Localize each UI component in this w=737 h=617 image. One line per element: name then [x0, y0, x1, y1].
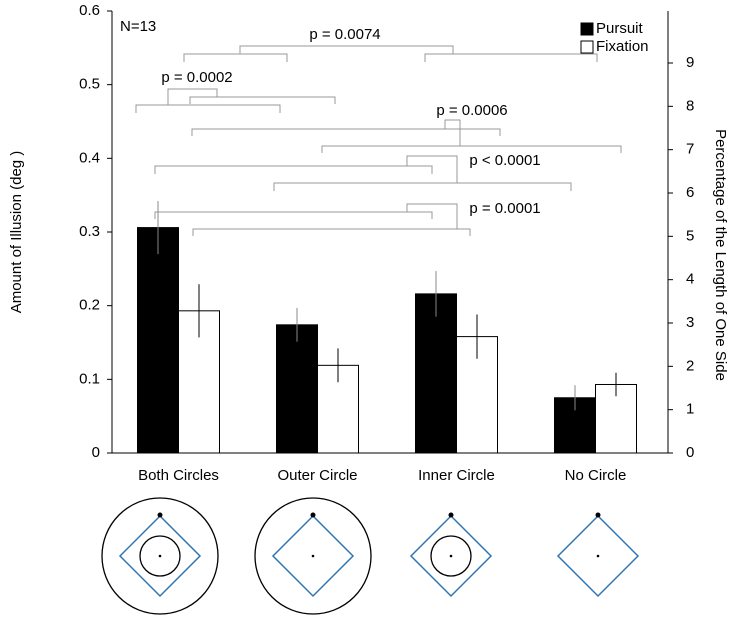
- annotation: p < 0.0001: [469, 152, 540, 169]
- annotation: p = 0.0002: [161, 69, 232, 86]
- y2-tick-label: 3: [686, 314, 694, 331]
- annotation: p = 0.0001: [469, 200, 540, 217]
- legend-swatch: [580, 40, 594, 54]
- y-tick-label: 0.4: [79, 149, 100, 166]
- y2-tick-label: 5: [686, 227, 694, 244]
- annotation: p = 0.0006: [436, 102, 507, 119]
- y2-tick-label: 9: [686, 54, 694, 71]
- bar: [415, 293, 457, 454]
- y-tick-label: 0.6: [79, 2, 100, 19]
- y-axis-label: Amount of Illusion (deg ): [8, 151, 25, 314]
- y-tick-label: 0.2: [79, 297, 100, 314]
- y-tick-label: 0.3: [79, 223, 100, 240]
- legend-label: Pursuit: [596, 20, 644, 37]
- significance-brackets: [135, 45, 622, 236]
- y2-tick-label: 6: [686, 184, 694, 201]
- x-tick-label: Inner Circle: [418, 467, 495, 484]
- stimulus-diagrams: [101, 497, 640, 615]
- y2-tick-label: 2: [686, 357, 694, 374]
- y2-tick-label: 1: [686, 401, 694, 418]
- y2-tick-label: 8: [686, 97, 694, 114]
- y2-axis-label: Percentage of the Length of One Side: [712, 129, 729, 381]
- y2-tick-label: 7: [686, 141, 694, 158]
- y-tick-label: 0.5: [79, 76, 100, 93]
- y2-tick-label: 0: [686, 444, 694, 461]
- annotation: p = 0.0074: [309, 26, 380, 43]
- y-tick-label: 0.1: [79, 370, 100, 387]
- legend-label: Fixation: [596, 38, 649, 55]
- y-tick-label: 0: [92, 444, 100, 461]
- legend-swatch: [580, 22, 594, 36]
- bar: [276, 324, 318, 454]
- annotation: N=13: [120, 18, 156, 35]
- x-tick-label: Outer Circle: [277, 467, 357, 484]
- y2-tick-label: 4: [686, 271, 694, 288]
- x-tick-label: No Circle: [565, 467, 627, 484]
- bar: [137, 227, 179, 454]
- x-tick-label: Both Circles: [138, 467, 219, 484]
